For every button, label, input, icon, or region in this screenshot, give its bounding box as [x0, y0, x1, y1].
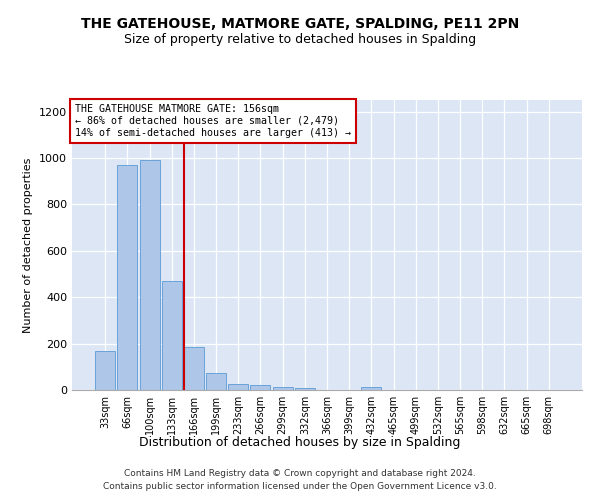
- Bar: [295, 388, 315, 390]
- Y-axis label: Number of detached properties: Number of detached properties: [23, 158, 34, 332]
- Text: Contains HM Land Registry data © Crown copyright and database right 2024.: Contains HM Land Registry data © Crown c…: [124, 468, 476, 477]
- Bar: [95, 350, 115, 390]
- Bar: [272, 386, 293, 390]
- Bar: [206, 372, 226, 390]
- Bar: [228, 384, 248, 390]
- Bar: [184, 347, 204, 390]
- Bar: [361, 387, 382, 390]
- Bar: [250, 385, 271, 390]
- Bar: [140, 160, 160, 390]
- Bar: [118, 165, 137, 390]
- Text: Distribution of detached houses by size in Spalding: Distribution of detached houses by size …: [139, 436, 461, 449]
- Text: THE GATEHOUSE MATMORE GATE: 156sqm
← 86% of detached houses are smaller (2,479)
: THE GATEHOUSE MATMORE GATE: 156sqm ← 86%…: [74, 104, 350, 138]
- Text: Size of property relative to detached houses in Spalding: Size of property relative to detached ho…: [124, 32, 476, 46]
- Bar: [162, 281, 182, 390]
- Text: Contains public sector information licensed under the Open Government Licence v3: Contains public sector information licen…: [103, 482, 497, 491]
- Text: THE GATEHOUSE, MATMORE GATE, SPALDING, PE11 2PN: THE GATEHOUSE, MATMORE GATE, SPALDING, P…: [81, 18, 519, 32]
